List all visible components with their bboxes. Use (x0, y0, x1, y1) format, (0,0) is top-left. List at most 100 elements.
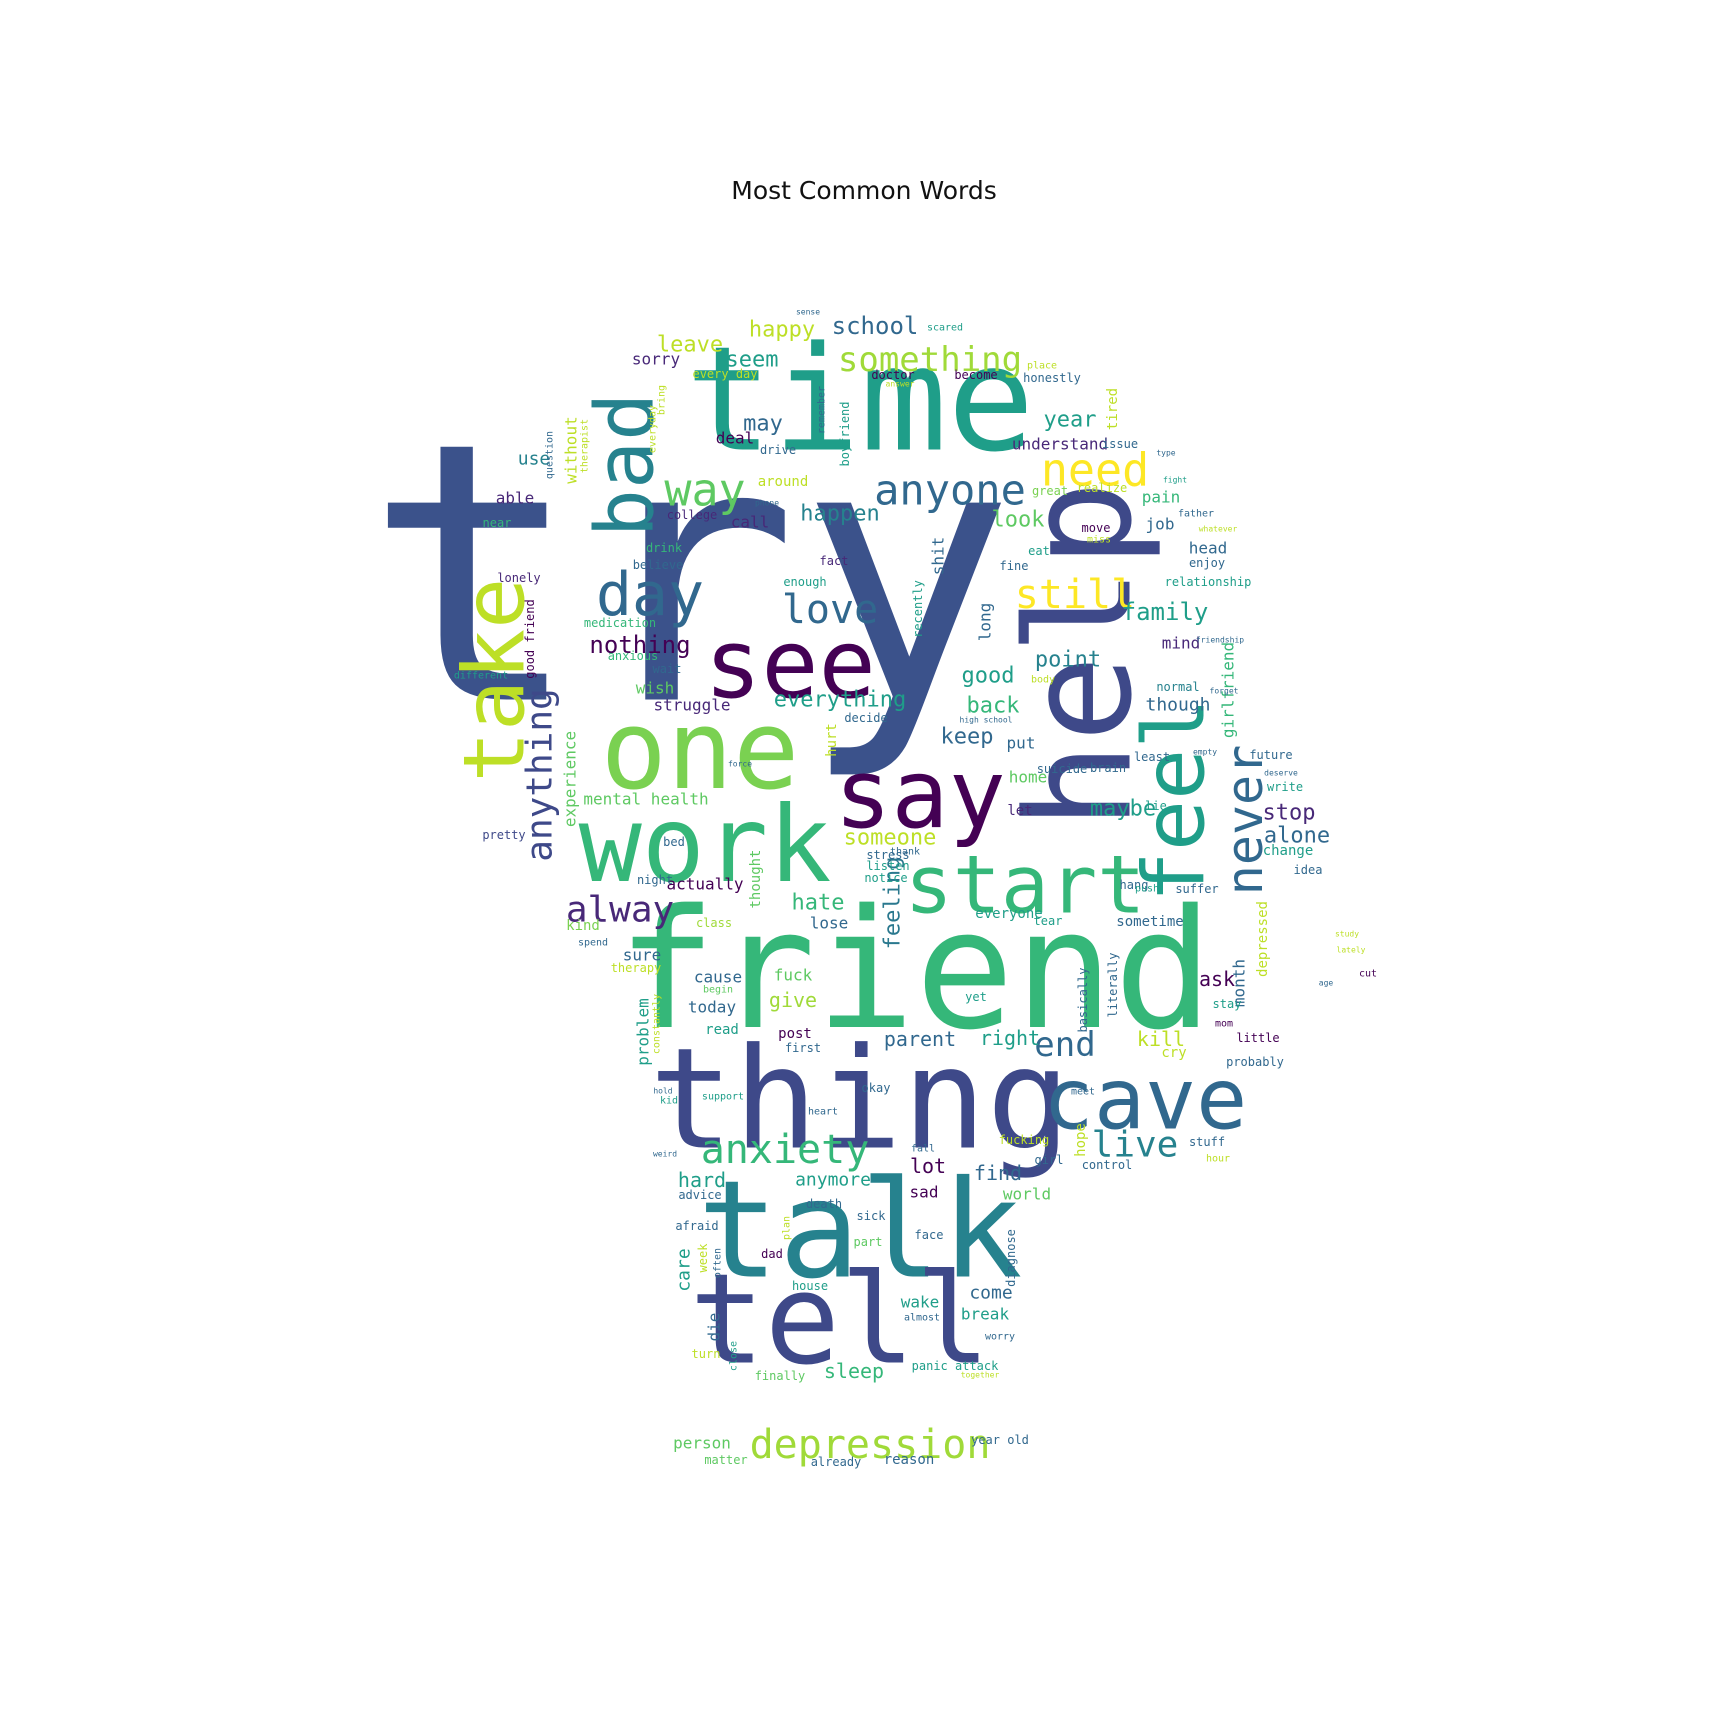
word-may: may (743, 412, 783, 437)
word-great: great (1032, 484, 1068, 498)
word-sense: sense (796, 308, 820, 317)
word-meet: meet (1071, 1087, 1095, 1098)
word-fight: fight (1163, 476, 1187, 485)
word-sometime: sometime (1116, 914, 1183, 930)
word-try: try (365, 366, 1015, 785)
chart-title: Most Common Words (731, 176, 997, 205)
word-everyone: everyone (975, 906, 1042, 922)
word-sad: sad (910, 1183, 939, 1202)
word-thing: thing (649, 1019, 1070, 1182)
word-brain: brain (1090, 761, 1126, 775)
word-drive: drive (760, 443, 796, 457)
word-push: push (1135, 884, 1159, 895)
word-year-old: year old (971, 1433, 1029, 1447)
word-week: week (696, 1243, 710, 1273)
word-pain: pain (1142, 488, 1181, 507)
word-hope: hope (1073, 1123, 1089, 1157)
word-mind: mind (1162, 634, 1201, 653)
word-wish: wish (636, 679, 675, 698)
word-without: without (562, 416, 581, 483)
word-study: study (1335, 930, 1359, 939)
word-mom: mom (1215, 1019, 1233, 1030)
word-tell: tell (689, 1248, 990, 1393)
word-friendship: friendship (1196, 636, 1244, 645)
word-probably: probably (1226, 1055, 1284, 1069)
word-die: die (705, 1313, 724, 1342)
word-stop: stop (1263, 801, 1316, 826)
word-wait: wait (653, 662, 682, 676)
word-long: long (976, 603, 995, 642)
word-believe: believe (633, 558, 684, 572)
word-issue: issue (1102, 437, 1138, 451)
word-move: move (1082, 521, 1111, 535)
word-change: change (1263, 843, 1314, 859)
word-panic-attack: panic attack (912, 1359, 999, 1373)
word-drink: drink (646, 541, 683, 555)
word-understand: understand (1012, 435, 1108, 454)
word-call: call (731, 513, 770, 532)
word-college: college (667, 508, 718, 522)
word-everyday: everyday (648, 405, 659, 453)
word-near: near (483, 516, 512, 530)
word-job: job (1146, 515, 1175, 534)
word-depression: depression (750, 1422, 991, 1468)
word-deserve: deserve (1264, 769, 1298, 778)
word-person: person (673, 1434, 731, 1453)
word-body: body (1031, 675, 1055, 686)
word-talk: talk (697, 1152, 1022, 1309)
word-decide: decide (844, 711, 887, 725)
word-something: something (838, 340, 1022, 380)
word-death: death (806, 1197, 842, 1211)
word-scared: scared (927, 323, 963, 334)
word-shit: shit (929, 537, 948, 576)
word-sorry: sorry (632, 350, 681, 369)
word-honestly: honestly (1023, 371, 1081, 385)
word-weird: weird (653, 1150, 677, 1159)
word-care: care (674, 1248, 695, 1291)
word-boyfriend: boyfriend (838, 401, 852, 466)
word-head: head (1189, 539, 1228, 558)
word-depressed: depressed (1255, 901, 1271, 977)
word-force: force (728, 760, 752, 769)
word-least: least (1134, 750, 1170, 764)
word-good: good (962, 664, 1015, 689)
word-night: night (637, 873, 673, 887)
word-start: start (905, 839, 1146, 932)
word-stay: stay (1213, 997, 1242, 1011)
word-alway: alway (566, 890, 674, 931)
word-spend: spend (578, 938, 608, 949)
word-therapist: therapist (580, 419, 591, 473)
word-use: use (518, 449, 551, 470)
word-mental-health: mental health (583, 790, 708, 809)
word-home: home (1009, 768, 1048, 787)
word-part: part (854, 1235, 883, 1249)
word-never: never (1216, 745, 1274, 896)
word-still: still (1015, 572, 1135, 618)
word-matter: matter (704, 1453, 747, 1467)
word-finally: finally (755, 1369, 806, 1383)
word-question: question (545, 431, 556, 479)
word-control: control (1082, 1158, 1133, 1172)
word-suffer: suffer (1175, 882, 1218, 896)
word-hang: hang (1120, 878, 1149, 892)
word-thought: thought (748, 849, 764, 908)
word-cave: cave (1043, 1051, 1248, 1150)
word-one: one (601, 686, 800, 814)
word-afraid: afraid (675, 1219, 718, 1233)
word-anyone: anyone (874, 466, 1026, 515)
word-heart: heart (808, 1107, 838, 1118)
word-month: month (1230, 959, 1249, 1007)
word-future: future (1249, 748, 1292, 762)
word-together: together (961, 1371, 1000, 1380)
word-tear: tear (1034, 914, 1063, 928)
word-nothing: nothing (589, 631, 690, 659)
word-become: become (954, 368, 997, 382)
word-ask: ask (1199, 967, 1235, 991)
word-father: father (1178, 509, 1214, 520)
word-post: post (778, 1026, 812, 1042)
word-whatever: whatever (1199, 525, 1238, 534)
word-kid: kid (660, 1096, 678, 1107)
word-hard: hard (678, 1168, 726, 1192)
word-place: place (1027, 361, 1057, 372)
